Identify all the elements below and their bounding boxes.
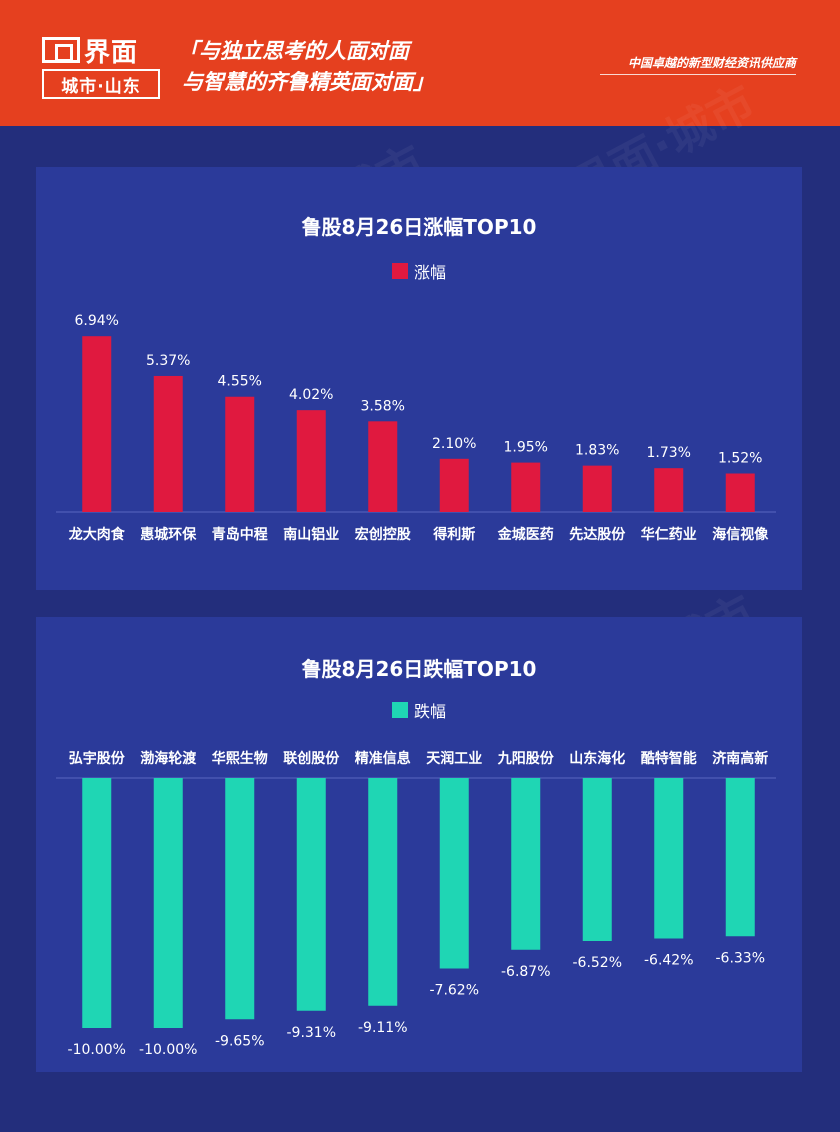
losers-legend-label: 跌幅 bbox=[413, 702, 446, 721]
gainers-value-label: 1.73% bbox=[647, 445, 691, 461]
losers-legend: 跌幅 bbox=[36, 698, 802, 722]
gainers-value-label: 4.02% bbox=[289, 387, 333, 403]
gainers-legend-label: 涨幅 bbox=[413, 263, 446, 282]
gainers-category-label: 南山铝业 bbox=[283, 526, 339, 543]
losers-legend-swatch bbox=[391, 702, 408, 718]
logo-subtitle: 城市·山东 bbox=[42, 69, 160, 99]
losers-value-label: -6.52% bbox=[572, 955, 622, 971]
losers-category-label: 济南高新 bbox=[712, 750, 768, 767]
gainers-category-label: 海信视像 bbox=[712, 526, 769, 543]
losers-category-label: 华熙生物 bbox=[212, 750, 268, 767]
gainers-value-label: 4.55% bbox=[218, 374, 262, 390]
losers-category-label: 山东海化 bbox=[569, 750, 625, 767]
tagline-underline bbox=[600, 74, 796, 75]
losers-value-label: -6.42% bbox=[644, 953, 694, 969]
gainers-value-label: 5.37% bbox=[146, 353, 190, 369]
losers-bar bbox=[511, 778, 541, 950]
losers-category-label: 天润工业 bbox=[426, 750, 482, 767]
losers-value-label: -9.31% bbox=[286, 1025, 336, 1041]
gainers-category-label: 惠城环保 bbox=[140, 526, 197, 543]
gainers-value-label: 1.83% bbox=[575, 443, 619, 459]
gainers-chart-title: 鲁股8月26日涨幅TOP10 bbox=[301, 215, 537, 239]
losers-bar bbox=[82, 778, 112, 1028]
losers-bar bbox=[725, 778, 755, 937]
gainers-category-label: 得利斯 bbox=[432, 526, 475, 543]
losers-chart-title: 鲁股8月26日跌幅TOP10 bbox=[301, 657, 537, 681]
slogan-line-2: 与智慧的齐鲁精英面对面」 bbox=[182, 70, 434, 94]
gainers-bar bbox=[439, 458, 469, 512]
gainers-bar bbox=[511, 462, 541, 512]
losers-category-label: 酷特智能 bbox=[641, 750, 697, 767]
losers-category-label: 精准信息 bbox=[355, 750, 411, 767]
losers-category-label: 联创股份 bbox=[283, 750, 340, 767]
gainers-category-label: 宏创控股 bbox=[355, 526, 412, 543]
gainers-bar bbox=[225, 396, 255, 512]
tagline: 中国卓越的新型财经资讯供应商 bbox=[627, 56, 796, 70]
gainers-bar bbox=[654, 468, 684, 512]
gainers-panel: 鲁股8月26日涨幅TOP10 涨幅 6.94% 龙大肉食 5.37% 惠城环保 4.55… bbox=[36, 167, 802, 590]
losers-bar bbox=[296, 778, 326, 1011]
gainers-value-label: 1.95% bbox=[504, 440, 548, 456]
jiemian-logo: 界面 城市·山东 bbox=[42, 33, 160, 99]
gainers-category-label: 先达股份 bbox=[569, 526, 626, 543]
losers-bar bbox=[654, 778, 684, 939]
losers-bar bbox=[439, 778, 469, 969]
gainers-bar bbox=[82, 336, 112, 512]
gainers-legend-swatch bbox=[391, 263, 408, 279]
gainers-category-label: 龙大肉食 bbox=[68, 526, 126, 543]
gainers-bar bbox=[153, 375, 183, 512]
gainers-bar bbox=[725, 473, 755, 512]
gainers-category-label: 华仁药业 bbox=[641, 526, 697, 543]
losers-value-label: -9.65% bbox=[215, 1033, 265, 1049]
losers-value-label: -6.87% bbox=[501, 964, 551, 980]
gainers-value-label: 3.58% bbox=[361, 398, 405, 414]
losers-category-label: 弘宇股份 bbox=[69, 750, 126, 767]
losers-value-label: -9.11% bbox=[358, 1020, 408, 1036]
losers-bar bbox=[368, 778, 398, 1006]
gainers-bar bbox=[368, 421, 398, 512]
losers-value-label: -10.00% bbox=[68, 1042, 126, 1058]
losers-bar bbox=[582, 778, 612, 941]
losers-panel: 鲁股8月26日跌幅TOP10 跌幅 弘宇股份 -10.00% 渤海轮渡 -10.00%… bbox=[36, 617, 802, 1072]
gainers-value-label: 6.94% bbox=[75, 313, 119, 329]
slogan-line-1: 「与独立思考的人面对面 bbox=[178, 39, 409, 63]
gainers-bar bbox=[296, 410, 326, 512]
losers-category-label: 九阳股份 bbox=[497, 750, 555, 767]
header-banner: 界面 城市·山东 「与独立思考的人面对面 与智慧的齐鲁精英面对面」 中国卓越的新… bbox=[0, 0, 840, 126]
losers-value-label: -7.62% bbox=[429, 983, 479, 999]
slogan: 「与独立思考的人面对面 与智慧的齐鲁精英面对面」 bbox=[178, 36, 508, 98]
losers-chart: 弘宇股份 -10.00% 渤海轮渡 -10.00% 华熙生物 -9.65% 联创股份 -9.3… bbox=[56, 750, 776, 1058]
gainers-value-label: 2.10% bbox=[432, 436, 476, 452]
losers-bar bbox=[225, 778, 255, 1020]
gainers-chart: 6.94% 龙大肉食 5.37% 惠城环保 4.55% 青岛中程 4.02% 南山铝业 3.58… bbox=[56, 313, 776, 543]
gainers-category-label: 青岛中程 bbox=[212, 526, 268, 543]
losers-value-label: -10.00% bbox=[139, 1042, 197, 1058]
losers-value-label: -6.33% bbox=[715, 950, 765, 966]
gainers-legend: 涨幅 bbox=[36, 259, 802, 283]
logo-mark-icon bbox=[42, 37, 80, 63]
gainers-category-label: 金城医药 bbox=[497, 526, 554, 543]
gainers-bar bbox=[582, 465, 612, 512]
logo-name: 界面 bbox=[84, 37, 139, 68]
losers-category-label: 渤海轮渡 bbox=[140, 750, 197, 767]
gainers-value-label: 1.52% bbox=[718, 450, 762, 466]
losers-bar bbox=[153, 778, 183, 1028]
